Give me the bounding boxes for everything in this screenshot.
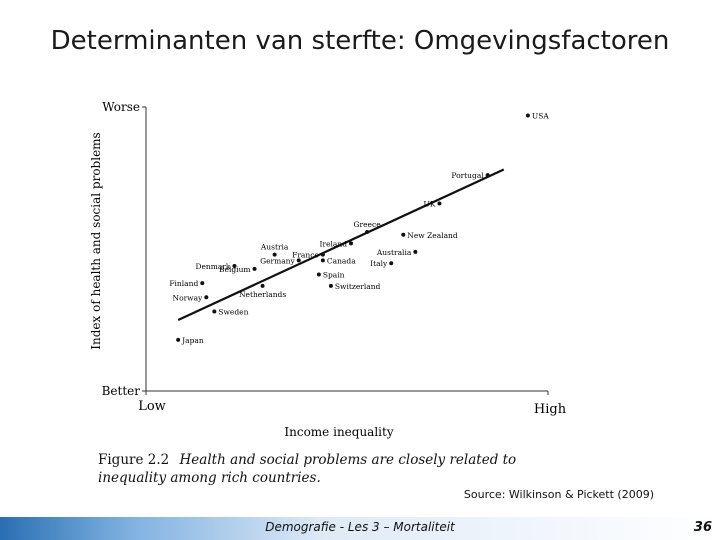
scatter-figure: Better Worse Low High Income inequality Index… [88,93,568,495]
point-new-zealand [401,232,406,237]
point-switzerland [328,283,333,288]
footer-text: Demografie - Les 3 – Mortaliteit [265,520,455,534]
scatter-chart: Better Worse Low High Income inequality Index… [89,100,567,439]
y-tick-label: Worse [102,100,140,114]
point-label-finland: Finland [169,279,198,288]
point-label-japan: Japan [181,336,204,345]
points-group [176,113,530,342]
point-label-sweden: Sweden [218,307,248,316]
point-finland [200,281,205,286]
point-label-new-zealand: New Zealand [407,231,458,240]
point-label-usa: USA [532,112,549,121]
point-label-canada: Canada [327,256,356,265]
point-label-france: France [292,251,319,260]
point-spain [316,272,321,277]
point-canada [320,258,325,263]
point-australia [413,249,418,254]
x-tick-label: Low [138,399,166,414]
point-germany [296,258,301,263]
point-label-spain: Spain [323,271,345,280]
point-japan [176,337,181,342]
point-france [320,252,325,257]
point-label-uk: UK [424,200,436,209]
point-denmark [232,264,237,269]
point-label-italy: Italy [370,259,388,268]
point-label-norway: Norway [173,293,204,302]
point-portugal [485,173,490,178]
figure-caption-text: Health and social problems are closely r… [98,452,517,486]
point-label-ireland: Ireland [320,239,348,248]
footer-bar [0,517,720,540]
point-label-germany: Germany [260,256,295,265]
x-tick-label: High [534,402,567,417]
point-norway [204,295,209,300]
point-label-switzerland: Switzerland [335,282,381,291]
trendline [177,168,505,321]
point-uk [437,201,442,206]
point-label-greece: Greece [354,220,382,229]
point-label-australia: Australia [376,248,412,257]
figure-label: Figure 2.2 [98,452,170,468]
y-axis-label: Index of health and social problems [89,132,103,349]
point-austria [272,252,277,257]
figure-caption: Figure 2.2 Health and social problems ar… [98,451,568,487]
point-ireland [349,241,354,246]
point-usa [525,113,530,118]
chart-axes [142,106,549,395]
point-label-austria: Austria [260,243,289,252]
point-label-netherlands: Netherlands [239,290,286,299]
x-axis-label: Income inequality [284,425,393,439]
point-label-belgium: Belgium [219,265,251,274]
page-number: 36 [693,520,712,535]
axis-labels-group: Better Worse Low High Income inequality Index… [89,100,567,439]
source-citation: Source: Wilkinson & Pickett (2009) [463,488,654,501]
trendline-group [177,168,505,321]
point-label-denmark: Denmark [195,262,230,271]
point-italy [389,261,394,266]
point-greece [365,229,370,234]
point-label-portugal: Portugal [451,171,484,180]
point-sweden [212,309,217,314]
y-tick-label: Better [102,384,141,398]
point-belgium [252,266,257,271]
point-netherlands [260,283,265,288]
slide-title: Determinanten van sterfte: Omgevingsfact… [50,26,670,56]
